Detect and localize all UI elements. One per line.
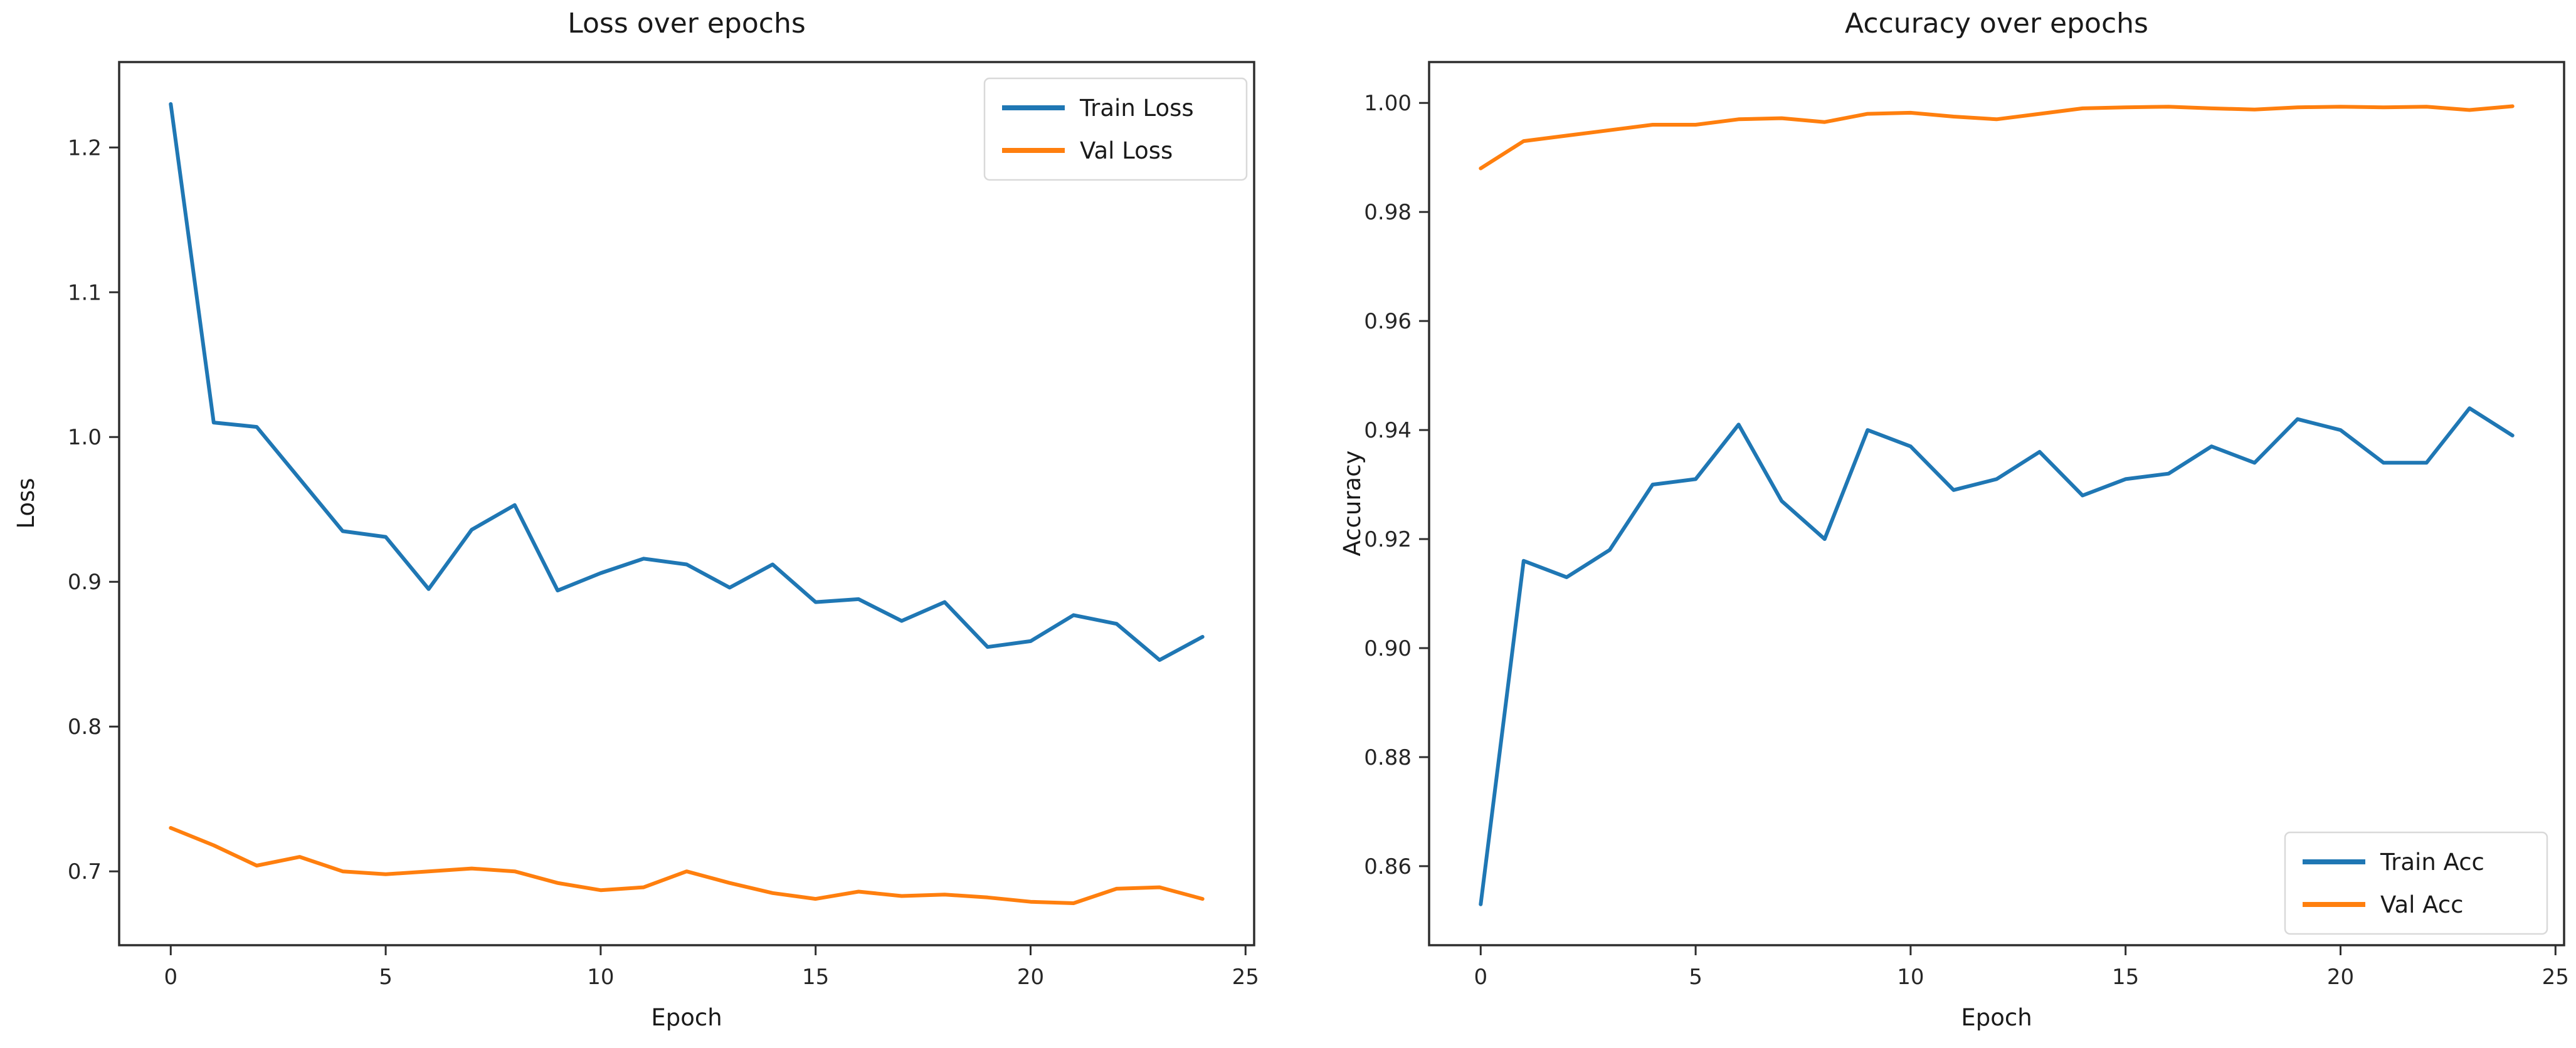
accuracy-over-epochs: 0 5 10 15 20 25 0.86 0.88 0.90 0.92 0.94 0.96 0.98 1.… [1364,61,2569,990]
y-tick-label: 0.88 [1364,745,1412,770]
val-acc-line [1479,104,2515,170]
loss-over-epochs: 0 5 10 15 20 25 0.7 0.8 0.9 1.0 1.1 1.2 Train Loss Va… [68,61,1259,990]
legend-box [2284,831,2548,935]
y-tick-label: 0.86 [1364,854,1412,879]
x-tick-label: 0 [164,965,177,990]
x-tick-label: 25 [2542,965,2569,990]
legend-label-train-acc: Train Acc [2380,849,2484,876]
x-tick-label: 5 [379,965,393,990]
legend-label-val-loss: Val Loss [1080,137,1173,164]
x-tick-label: 15 [802,965,829,990]
y-tick-label: 1.1 [68,280,102,305]
x-tick-label: 20 [2327,965,2354,990]
y-tick-label: 1.2 [68,135,102,160]
legend-label-val-acc: Val Acc [2380,891,2464,918]
legend-box [983,77,1248,181]
y-tick-label: 1.00 [1364,91,1412,116]
y-tick-label: 0.90 [1364,636,1412,661]
plot-border [1428,61,2565,946]
y-tick-label: 0.92 [1364,527,1412,552]
y-tick-label: 0.98 [1364,200,1412,225]
loss-x-axis-label: Epoch [651,1004,722,1031]
legend-label-train-loss: Train Loss [1079,95,1194,122]
loss-chart-title: Loss over epochs [567,8,806,39]
y-tick-label: 0.96 [1364,309,1412,334]
y-tick-label: 1.0 [68,425,102,450]
y-tick-label: 0.8 [68,715,102,740]
accuracy-y-axis-label: Accuracy [1339,450,1366,557]
train-loss-line [169,102,1205,662]
x-tick-label: 10 [587,965,614,990]
loss-y-axis-label: Loss [13,478,40,529]
plot-border [118,61,1255,946]
x-tick-label: 20 [1017,965,1044,990]
x-tick-label: 0 [1474,965,1487,990]
x-tick-label: 15 [2112,965,2139,990]
train-acc-line [1479,406,2515,906]
val-loss-line [169,825,1205,905]
y-tick-label: 0.94 [1364,418,1412,443]
x-tick-label: 10 [1897,965,1924,990]
y-tick-label: 0.9 [68,570,102,595]
legend: Train Acc Val Acc [2284,831,2548,935]
accuracy-x-axis-label: Epoch [1961,1004,2032,1031]
x-tick-label: 5 [1689,965,1702,990]
y-tick-label: 0.7 [68,859,102,884]
accuracy-chart-title: Accuracy over epochs [1845,8,2148,39]
legend: Train Loss Val Loss [983,77,1248,181]
x-tick-label: 25 [1232,965,1259,990]
